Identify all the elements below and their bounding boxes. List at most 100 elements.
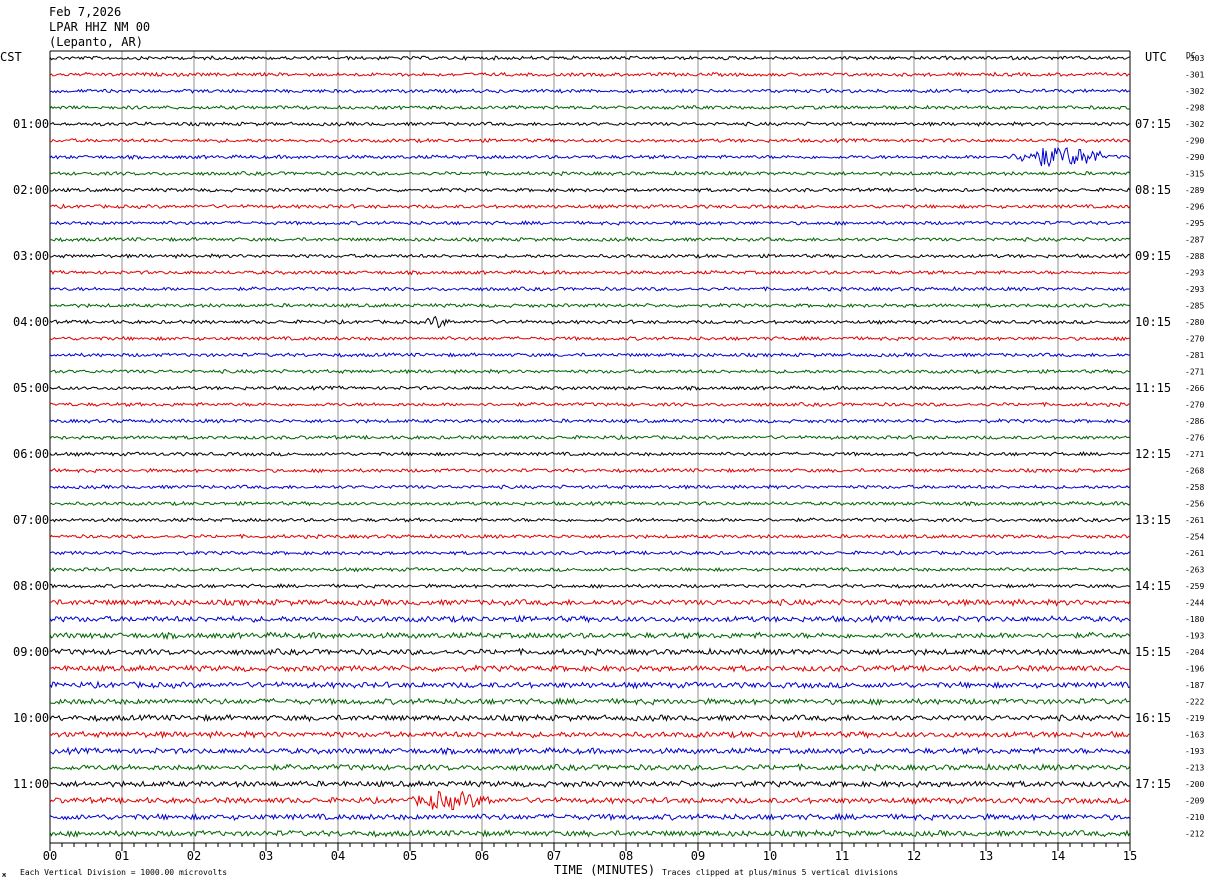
trace-row xyxy=(49,762,1131,772)
trace-row xyxy=(49,137,1131,144)
dc-offset-label: -259 xyxy=(1185,582,1204,591)
cst-hour-label: 11:00 xyxy=(13,777,49,791)
dc-offset-label: -271 xyxy=(1185,368,1204,377)
trace-row xyxy=(49,631,1131,641)
dc-axis-title: DC xyxy=(1186,51,1196,60)
x-tick-label: 10 xyxy=(763,849,777,863)
cst-hour-label: 07:00 xyxy=(13,513,49,527)
dc-offset-label: -219 xyxy=(1185,714,1204,723)
utc-hour-label: 12:15 xyxy=(1135,447,1171,461)
dc-offset-label: -212 xyxy=(1185,830,1204,839)
header-date: Feb 7,2026 xyxy=(49,5,122,19)
dc-offset-label: -270 xyxy=(1185,401,1204,410)
trace-row xyxy=(49,779,1131,789)
cst-hour-label: 10:00 xyxy=(13,711,49,725)
trace-row xyxy=(49,71,1131,78)
trace-row xyxy=(49,434,1131,441)
cst-hour-label: 01:00 xyxy=(13,117,49,131)
trace-row xyxy=(49,315,1131,329)
trace-row xyxy=(49,269,1131,276)
header-station: LPAR HHZ NM 00 xyxy=(49,20,151,34)
dc-offset-label: -276 xyxy=(1185,434,1204,443)
dc-offset-label: -187 xyxy=(1185,681,1204,690)
utc-hour-label: 15:15 xyxy=(1135,645,1171,659)
trace-row xyxy=(49,829,1131,838)
dc-offset-label: -301 xyxy=(1185,71,1204,80)
dc-offset-label: -315 xyxy=(1185,170,1204,179)
trace-row xyxy=(49,121,1131,127)
x-tick-label: 05 xyxy=(403,849,417,863)
dc-offset-label: -222 xyxy=(1185,698,1204,707)
dc-offset-label: -293 xyxy=(1185,285,1204,294)
x-tick-label: 11 xyxy=(835,849,849,863)
dc-offset-label: -293 xyxy=(1185,269,1204,278)
dc-offset-label: -303 xyxy=(1185,54,1204,63)
dc-offset-label: -258 xyxy=(1185,483,1204,492)
trace-row xyxy=(49,467,1131,474)
trace-row xyxy=(49,790,1131,810)
trace-row xyxy=(49,104,1131,111)
trace-row xyxy=(49,88,1131,94)
utc-hour-label: 08:15 xyxy=(1135,183,1171,197)
dc-offset-label: -288 xyxy=(1185,252,1204,261)
dc-offset-label: -268 xyxy=(1185,467,1204,476)
dc-offset-label: -289 xyxy=(1185,186,1204,195)
trace-row xyxy=(49,500,1131,507)
trace-row xyxy=(49,187,1131,193)
dc-offset-label: -213 xyxy=(1185,764,1204,773)
dc-offset-label: -290 xyxy=(1185,153,1204,162)
dc-offset-label: -180 xyxy=(1185,615,1204,624)
cst-hour-label: 06:00 xyxy=(13,447,49,461)
dc-offset-label: -263 xyxy=(1185,566,1204,575)
utc-hour-label: 11:15 xyxy=(1135,381,1171,395)
utc-hour-label: 14:15 xyxy=(1135,579,1171,593)
trace-row xyxy=(49,220,1131,226)
trace-row xyxy=(49,484,1131,490)
utc-hour-label: 13:15 xyxy=(1135,513,1171,527)
trace-row xyxy=(49,417,1131,424)
dc-offset-label: -302 xyxy=(1185,120,1204,129)
trace-row xyxy=(49,812,1131,822)
dc-offset-label: -290 xyxy=(1185,137,1204,146)
trace-row xyxy=(49,533,1131,540)
x-tick-label: 09 xyxy=(691,849,705,863)
trace-row xyxy=(49,664,1131,673)
x-tick-label: 12 xyxy=(907,849,921,863)
trace-row xyxy=(49,236,1131,243)
dc-offset-label: -200 xyxy=(1185,780,1204,789)
trace-row xyxy=(49,335,1130,342)
utc-axis-title: UTC xyxy=(1145,50,1167,64)
x-tick-label: 02 xyxy=(187,849,201,863)
dc-offset-label: -193 xyxy=(1185,747,1204,756)
dc-offset-label: -261 xyxy=(1185,549,1204,558)
x-tick-label: 00 xyxy=(43,849,57,863)
trace-row xyxy=(49,401,1131,408)
trace-row xyxy=(49,302,1131,309)
x-tick-label: 14 xyxy=(1051,849,1065,863)
utc-hour-label: 17:15 xyxy=(1135,777,1171,791)
cst-hour-label: 02:00 xyxy=(13,183,49,197)
trace-row xyxy=(49,385,1131,392)
x-tick-label: 15 xyxy=(1123,849,1137,863)
trace-row xyxy=(49,517,1131,523)
trace-row xyxy=(49,146,1131,168)
utc-hour-label: 07:15 xyxy=(1135,117,1171,131)
trace-row xyxy=(49,549,1131,556)
x-tick-label: 03 xyxy=(259,849,273,863)
dc-offset-label: -295 xyxy=(1185,219,1204,228)
trace-row xyxy=(49,583,1131,589)
scale-note: Each Vertical Division = 1000.00 microvo… xyxy=(20,868,228,877)
x-tick-label: 06 xyxy=(475,849,489,863)
dc-offset-label: -266 xyxy=(1185,384,1204,393)
trace-row xyxy=(49,203,1131,210)
trace-row xyxy=(49,647,1131,657)
cst-axis-title: CST xyxy=(0,50,22,64)
dc-offset-label: -270 xyxy=(1185,335,1204,344)
utc-hour-label: 16:15 xyxy=(1135,711,1171,725)
trace-row xyxy=(49,451,1131,457)
dc-offset-label: -244 xyxy=(1185,599,1204,608)
x-tick-label: 01 xyxy=(115,849,129,863)
x-tick-label: 13 xyxy=(979,849,993,863)
utc-hour-label: 09:15 xyxy=(1135,249,1171,263)
